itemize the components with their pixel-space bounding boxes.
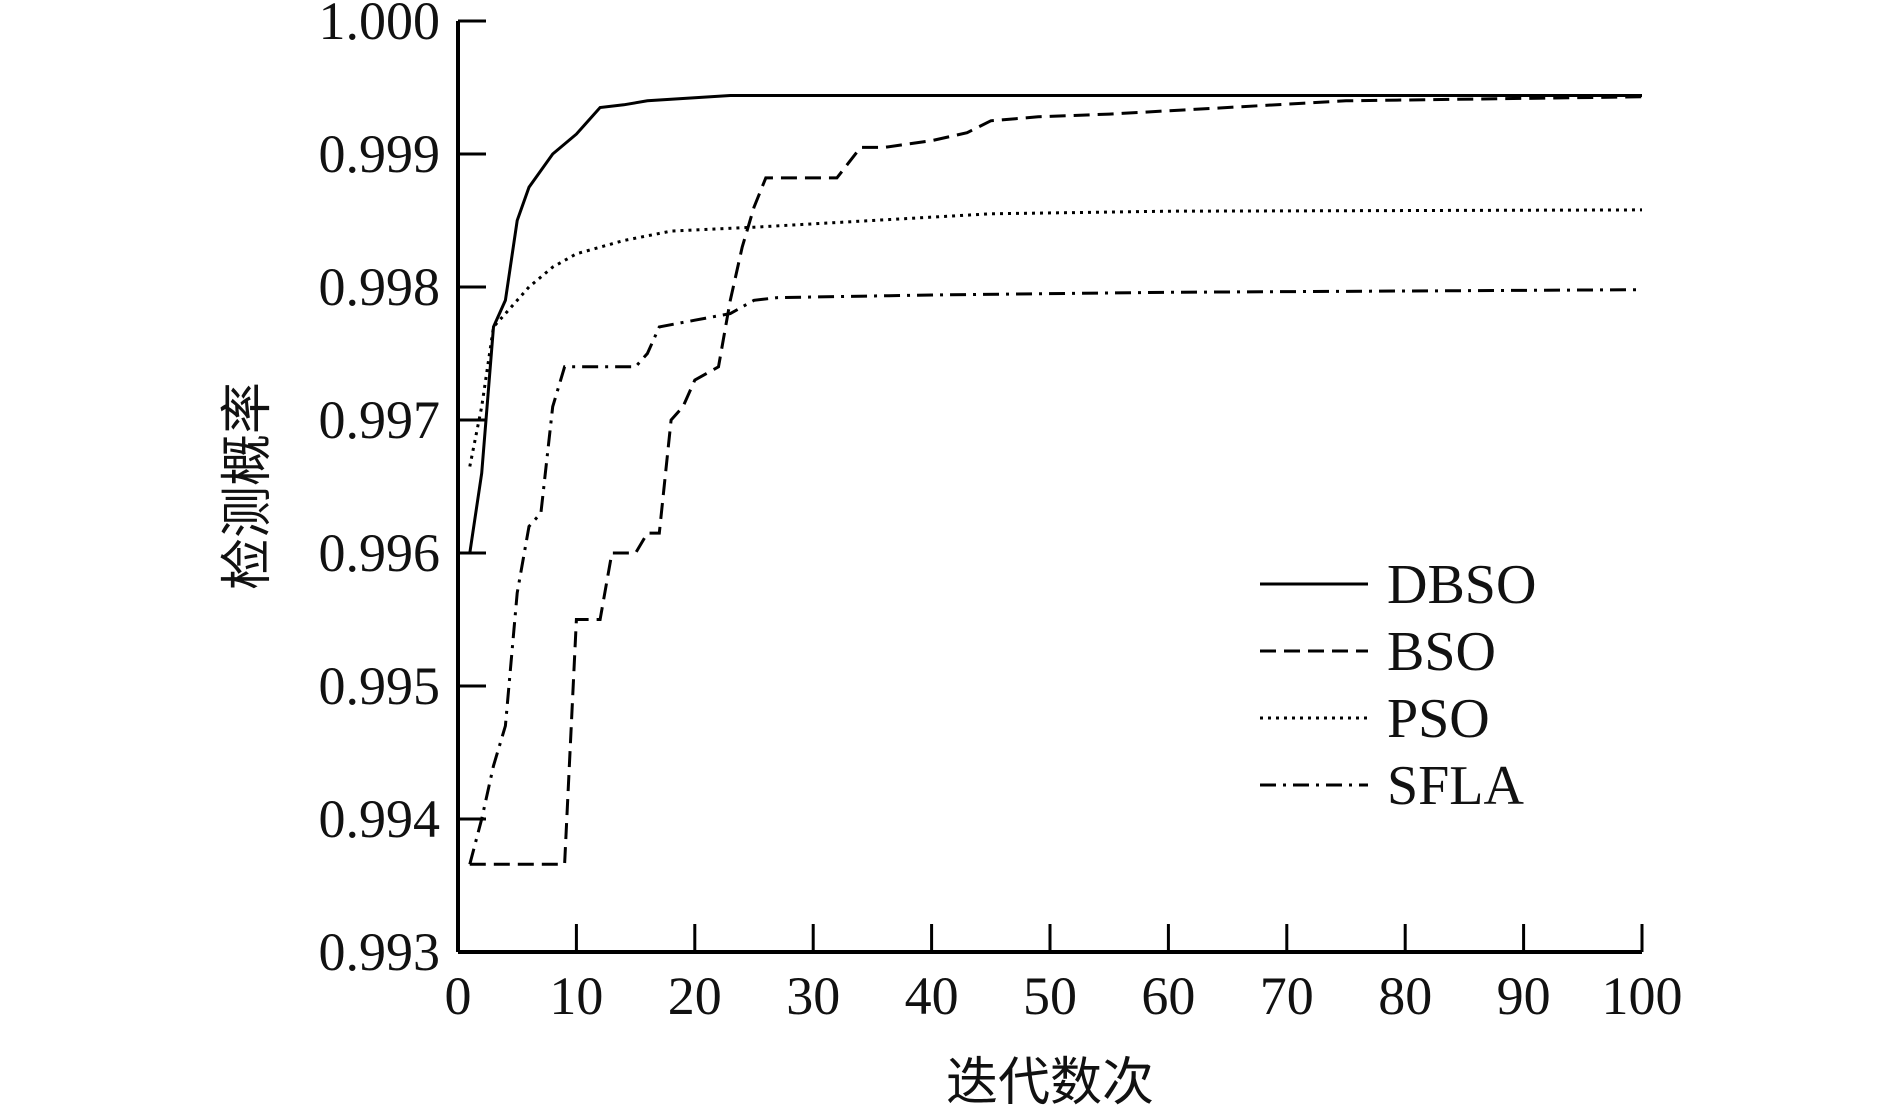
y-tick-label: 0.997 (319, 390, 441, 450)
series-line-dbso (468, 94, 1642, 554)
series-line-sfla (468, 288, 1643, 865)
x-tick-label: 70 (1260, 966, 1314, 1026)
series-line-pso (468, 208, 1643, 467)
y-axis-label: 检测概率 (218, 382, 278, 590)
legend-label-pso: PSO (1387, 688, 1490, 750)
axes: 0 10 20 30 40 50 60 70 80 90 100 0.993 0.994 0.995 0.9… (319, 0, 1683, 1026)
y-tick-label: 0.995 (319, 656, 441, 716)
legend-label-dbso: DBSO (1387, 554, 1536, 616)
x-tick-label: 0 (445, 966, 472, 1026)
x-tick-label: 40 (905, 966, 959, 1026)
x-tick-label: 100 (1602, 966, 1683, 1026)
y-tick-label: 0.999 (319, 124, 441, 184)
legend-label-sfla: SFLA (1387, 755, 1524, 817)
y-tick-label: 0.998 (319, 257, 441, 317)
x-axis-label: 迭代数次 (946, 1053, 1154, 1110)
legend-label-bso: BSO (1387, 621, 1496, 683)
x-tick-label: 20 (668, 966, 722, 1026)
y-tick-label: 0.994 (319, 789, 441, 849)
y-tick-label: 1.000 (319, 0, 441, 51)
x-tick-label: 10 (549, 966, 603, 1026)
y-tick-label: 0.993 (319, 922, 441, 982)
x-tick-label: 50 (1023, 966, 1077, 1026)
y-tick-label: 0.996 (319, 523, 441, 583)
x-tick-label: 30 (786, 966, 840, 1026)
x-tick-label: 80 (1378, 966, 1432, 1026)
x-tick-label: 90 (1497, 966, 1551, 1026)
series-lines (468, 94, 1643, 866)
series-line-bso (469, 95, 1643, 866)
x-tick-label: 60 (1141, 966, 1195, 1026)
